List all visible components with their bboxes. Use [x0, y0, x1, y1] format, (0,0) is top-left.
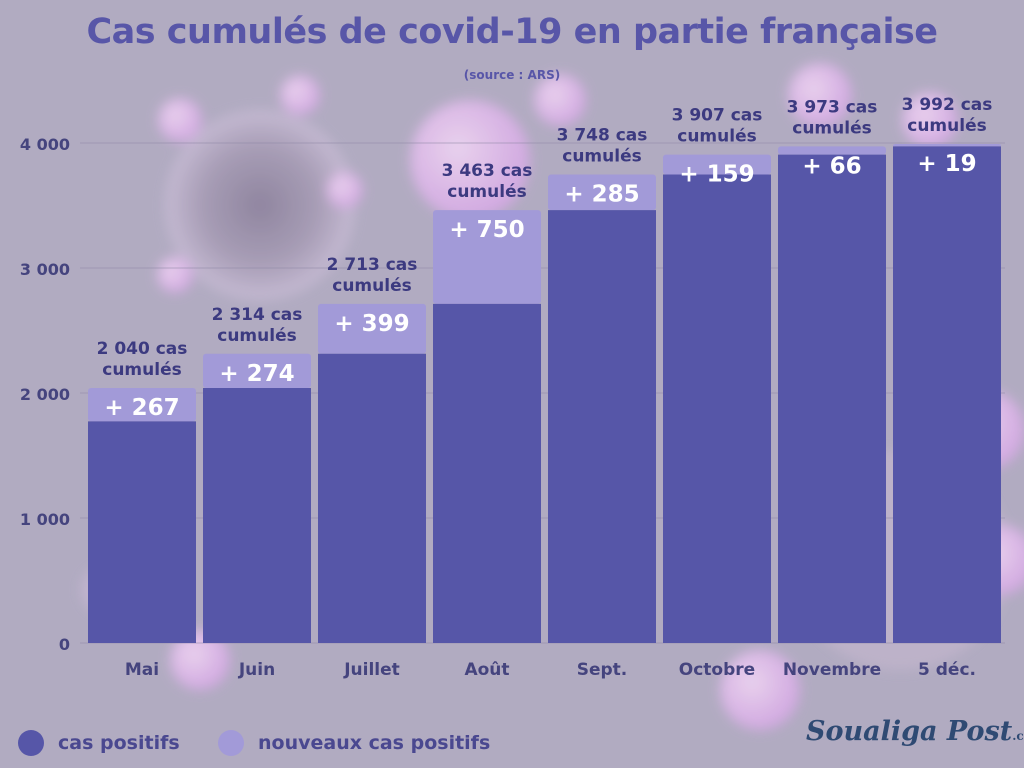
bar-new-cases: [663, 154, 771, 175]
legend-swatch-new: [218, 730, 244, 756]
total-label-line1: 2 314 cas: [212, 305, 303, 325]
x-tick-label: Mai: [125, 660, 159, 680]
total-label-line1: 3 748 cas: [557, 126, 648, 146]
total-label-line2: cumulés: [562, 147, 641, 167]
legend-item-cas-positifs: cas positifs: [18, 728, 180, 758]
chart-title: Cas cumulés de covid-19 en partie frança…: [86, 12, 938, 52]
y-tick-label: 0: [59, 635, 70, 654]
logo-main: Soualiga Post: [806, 716, 1013, 747]
bar-new-cases: [778, 146, 886, 155]
bar-base-cases: [318, 353, 426, 643]
bar-base-cases: [548, 210, 656, 643]
bar-base-cases: [778, 154, 886, 643]
chart-source: (source : ARS): [463, 68, 561, 82]
new-cases-label: + 267: [104, 395, 179, 421]
total-label-line1: 2 713 cas: [327, 255, 418, 275]
bar-base-cases: [663, 174, 771, 643]
x-tick-label: Octobre: [679, 660, 755, 680]
legend-label-new: nouveaux cas positifs: [258, 732, 491, 754]
total-label-line2: cumulés: [217, 326, 296, 346]
total-label-line2: cumulés: [332, 276, 411, 296]
new-cases-label: + 66: [802, 153, 861, 179]
y-tick-label: 2 000: [20, 385, 70, 404]
y-tick-label: 4 000: [20, 135, 70, 154]
y-tick-label: 1 000: [20, 510, 70, 529]
bar-new-cases: [433, 210, 541, 304]
bar-base-cases: [88, 421, 196, 643]
logo-suffix: .com: [1012, 729, 1024, 743]
x-tick-label: 5 déc.: [918, 660, 976, 680]
bar-new-cases: [548, 174, 656, 211]
total-label-line2: cumulés: [677, 127, 756, 147]
x-tick-label: Sept.: [577, 660, 628, 680]
bar-new-cases: [893, 144, 1001, 147]
total-label-line1: 2 040 cas: [97, 339, 188, 359]
total-label-line2: cumulés: [447, 182, 526, 202]
total-label-line1: 3 907 cas: [672, 106, 763, 126]
new-cases-label: + 750: [449, 217, 524, 243]
new-cases-label: + 274: [219, 361, 294, 387]
total-label-line1: 3 973 cas: [787, 97, 878, 117]
x-tick-label: Novembre: [783, 660, 881, 680]
legend-swatch-base: [18, 730, 44, 756]
x-tick-label: Juillet: [343, 660, 400, 680]
total-label-line2: cumulés: [102, 360, 181, 380]
bar-base-cases: [433, 303, 541, 643]
bar-new-cases: [203, 353, 311, 388]
bar-new-cases: [88, 388, 196, 422]
new-cases-label: + 159: [679, 162, 754, 188]
legend-label-base: cas positifs: [58, 732, 180, 754]
total-label-line2: cumulés: [907, 116, 986, 136]
total-label-line2: cumulés: [792, 118, 871, 138]
x-tick-label: Août: [464, 660, 509, 680]
new-cases-label: + 19: [917, 151, 976, 177]
bar-new-cases: [318, 303, 426, 354]
total-label-line1: 3 992 cas: [902, 95, 993, 115]
new-cases-label: + 285: [564, 182, 639, 208]
soualiga-post-logo: Soualiga Post.com: [806, 716, 1024, 756]
total-label-line1: 3 463 cas: [442, 161, 533, 181]
legend-item-nouveaux-cas: nouveaux cas positifs: [218, 728, 490, 758]
bar-base-cases: [893, 146, 1001, 643]
y-tick-label: 3 000: [20, 260, 70, 279]
x-tick-label: Juin: [238, 660, 275, 680]
bar-base-cases: [203, 388, 311, 643]
new-cases-label: + 399: [334, 311, 409, 337]
